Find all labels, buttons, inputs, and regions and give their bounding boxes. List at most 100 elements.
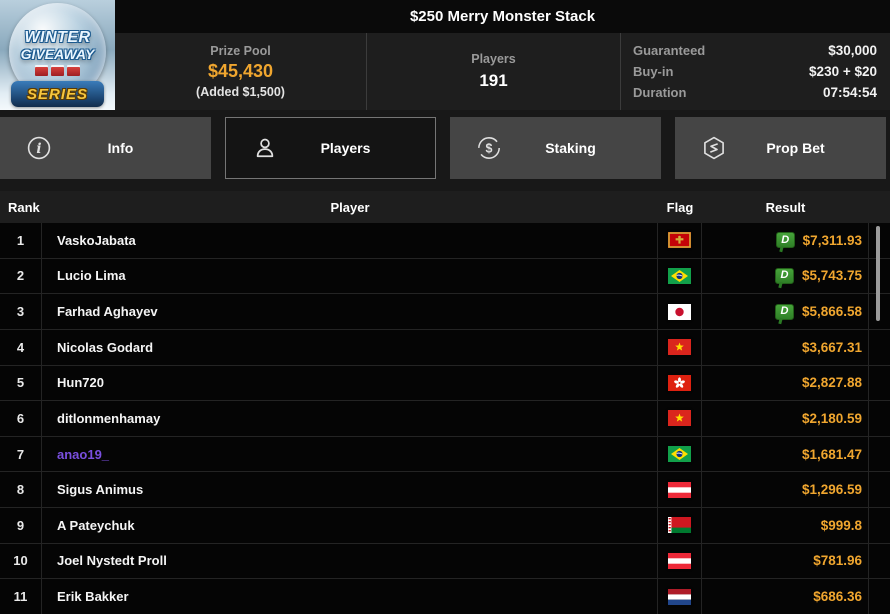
table-row[interactable]: 10 Joel Nystedt Proll $781.96 <box>0 543 890 580</box>
logo-base: SERIES <box>11 81 104 107</box>
player-name: Nicolas Godard <box>42 329 658 365</box>
player-name: ditlonmenhamay <box>42 401 658 436</box>
result-cell: $999.8 <box>702 508 869 543</box>
table-row[interactable]: 2 Lucio Lima D $5,743.75 <box>0 258 890 295</box>
result-amount: $3,667.31 <box>801 339 862 355</box>
player-name: Sigus Animus <box>42 472 658 507</box>
scrollbar-gutter <box>869 579 890 614</box>
rank-cell: 8 <box>0 472 42 507</box>
tab-label: Players <box>320 140 371 156</box>
rank-cell: 2 <box>0 258 42 294</box>
table-row[interactable]: 8 Sigus Animus $1,296.59 <box>0 472 890 508</box>
player-name: VaskoJabata <box>42 223 658 258</box>
buy-in-label: Buy-in <box>633 64 674 79</box>
rank-cell: 9 <box>0 508 42 543</box>
result-amount: $999.8 <box>820 517 862 533</box>
flag-japan-icon <box>658 294 702 329</box>
rank-cell: 7 <box>0 436 42 472</box>
staking-icon: $ <box>476 135 502 161</box>
flag-brazil-icon <box>658 258 702 294</box>
scrollbar-gutter <box>869 508 890 543</box>
details-section: Guaranteed $30,000 Buy-in $230 + $20 Dur… <box>621 33 890 110</box>
logo-line-3: SERIES <box>26 85 89 103</box>
scrollbar-gutter <box>869 330 890 365</box>
flag-austria-icon <box>658 472 702 507</box>
guaranteed-label: Guaranteed <box>633 43 706 58</box>
prize-pool-added: (Added $1,500) <box>196 85 285 99</box>
results-table: Rank Player Flag Result 1 VaskoJabata D $7,… <box>0 191 890 614</box>
table-row[interactable]: 11 Erik Bakker $686.36 <box>0 579 890 614</box>
buy-in-value: $230 + $20 <box>809 64 877 79</box>
result-amount: $7,311.93 <box>802 232 862 248</box>
table-row[interactable]: 6 ditlonmenhamay $2,180.59 <box>0 401 890 437</box>
scrollbar-gutter <box>869 472 890 507</box>
tab-info[interactable]: i Info <box>0 117 211 179</box>
player-name: anao19_ <box>42 436 658 472</box>
tab-staking[interactable]: $ Staking <box>450 117 661 179</box>
tournament-title: $250 Merry Monster Stack <box>409 8 596 25</box>
svg-text:i: i <box>36 141 41 157</box>
player-name: Hun720 <box>42 365 658 401</box>
result-cell: $2,180.59 <box>702 401 869 436</box>
result-amount: $1,296.59 <box>801 482 862 498</box>
result-amount: $686.36 <box>813 589 862 605</box>
scrollbar-gutter <box>869 366 890 401</box>
column-header-player: Player <box>330 199 370 215</box>
tab-label: Staking <box>545 140 596 156</box>
info-icon: i <box>26 135 52 161</box>
tab-players[interactable]: Players <box>225 117 436 179</box>
prop-bet-icon <box>701 135 727 161</box>
tab-prop-bet[interactable]: Prop Bet <box>675 117 886 179</box>
table-row[interactable]: 4 Nicolas Godard $3,667.31 <box>0 329 890 366</box>
scrollbar-gutter <box>869 437 890 472</box>
result-cell: $3,667.31 <box>702 329 869 365</box>
result-amount: $1,681.47 <box>801 446 862 462</box>
flag-montenegro-icon <box>658 223 702 258</box>
result-amount: $5,743.75 <box>801 268 862 284</box>
result-cell: D $7,311.93 <box>702 223 869 258</box>
scrollbar-thumb[interactable] <box>876 226 880 321</box>
guaranteed-value: $30,000 <box>828 43 877 58</box>
guaranteed-row: Guaranteed $30,000 <box>633 43 877 58</box>
rank-cell: 11 <box>0 579 42 614</box>
result-cell: $2,827.88 <box>702 365 869 401</box>
buy-in-row: Buy-in $230 + $20 <box>633 64 877 79</box>
flag-netherlands-icon <box>658 579 702 614</box>
logo-line-2: GIVEAWAY <box>20 46 95 62</box>
result-amount: $2,180.59 <box>801 410 862 426</box>
player-name: Lucio Lima <box>42 258 658 294</box>
flag-belarus-icon <box>658 508 702 543</box>
duration-row: Duration 07:54:54 <box>633 85 877 100</box>
result-cell: D $5,743.75 <box>702 258 869 294</box>
players-icon <box>252 135 278 161</box>
player-name: Farhad Aghayev <box>42 294 658 329</box>
rank-cell: 4 <box>0 329 42 365</box>
result-cell: $1,296.59 <box>702 472 869 507</box>
flag-brazil-icon <box>658 436 702 472</box>
rank-cell: 1 <box>0 223 42 258</box>
tab-label: Info <box>107 140 134 156</box>
column-header-rank: Rank <box>8 199 40 215</box>
players-label: Players <box>471 52 516 66</box>
table-row[interactable]: 3 Farhad Aghayev D $5,866.58 <box>0 294 890 330</box>
result-cell: D $5,866.58 <box>702 294 869 329</box>
dollar-sign-badge-icon: D <box>775 232 795 249</box>
result-cell: $686.36 <box>702 579 869 614</box>
prize-pool-label: Prize Pool <box>210 44 271 58</box>
result-cell: $1,681.47 <box>702 436 869 472</box>
flag-vietnam-icon <box>658 401 702 436</box>
table-row[interactable]: 7 anao19_ $1,681.47 <box>0 436 890 473</box>
duration-label: Duration <box>633 85 687 100</box>
flag-hong-kong-icon <box>658 365 702 401</box>
scrollbar-gutter <box>869 401 890 436</box>
tab-label: Prop Bet <box>766 140 825 156</box>
dollar-sign-badge-icon: D <box>774 303 794 320</box>
table-row[interactable]: 1 VaskoJabata D $7,311.93 <box>0 223 890 259</box>
column-header-flag: Flag <box>666 199 694 215</box>
column-header-result: Result <box>765 199 806 215</box>
player-name: Joel Nystedt Proll <box>42 543 658 579</box>
scrollbar-gutter <box>869 544 890 579</box>
tournament-header: WINTER GIVEAWAY SERIES $250 Merry Monste… <box>0 0 890 110</box>
table-row[interactable]: 5 Hun720 $2,827.88 <box>0 365 890 402</box>
